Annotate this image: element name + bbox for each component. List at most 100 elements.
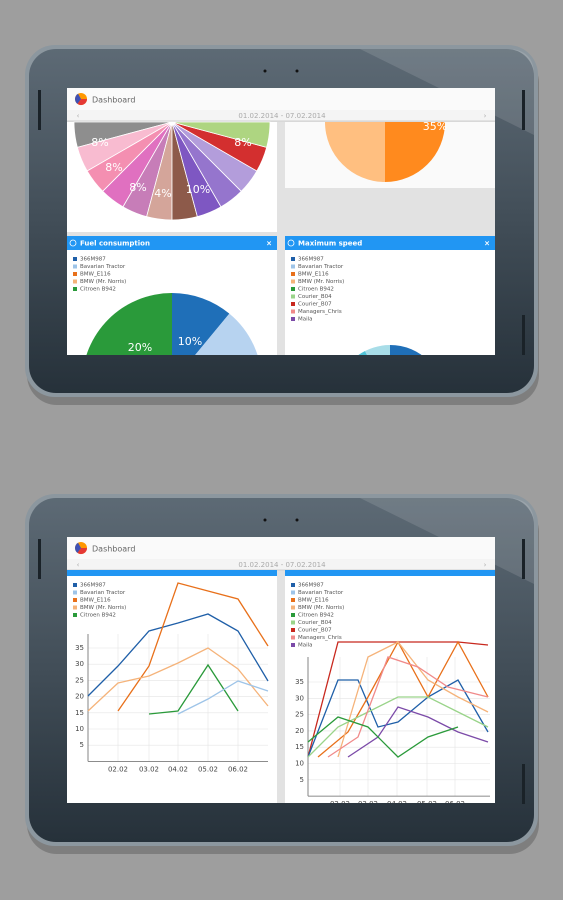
pie-slice: [390, 345, 422, 355]
y-tick-label: 5: [80, 741, 84, 749]
x-tick-label: 02.02: [330, 800, 350, 808]
legend-label: BMW (Mr. Norris): [298, 605, 344, 611]
y-tick-label: 20: [75, 693, 84, 701]
pie-slice: [325, 122, 385, 182]
legend-label: BMW (Mr. Norris): [80, 279, 126, 285]
legend-swatch: [291, 272, 295, 276]
x-tick-label: 06.02: [228, 765, 248, 773]
legend-swatch: [291, 635, 295, 640]
y-tick-label: 10: [75, 725, 84, 733]
legend-label: Courier_B04: [298, 294, 332, 300]
panel-title-bar: [67, 236, 277, 250]
pie-slice: [365, 345, 390, 355]
panel-title-bar: [67, 570, 277, 576]
legend-label: BMW_E116: [298, 272, 329, 278]
legend-swatch: [291, 257, 295, 261]
legend-swatch: [291, 302, 295, 306]
legend-swatch: [73, 257, 77, 261]
legend-label: 366M987: [298, 257, 324, 263]
tablet: Dashboard ‹ › 01.02.2014 - 07.02.2014 8% 8% 8%…: [25, 45, 539, 405]
app-title: Dashboard: [92, 545, 135, 554]
y-tick-label: 20: [295, 727, 304, 735]
series-line: [177, 680, 269, 715]
legend-swatch: [291, 309, 295, 314]
x-tick-label: 04.02: [168, 765, 188, 773]
panel-title: Maximum speed: [298, 240, 362, 248]
series-line: [337, 641, 489, 758]
legend-label: Courier_B07: [298, 302, 332, 308]
side-button: [522, 315, 525, 355]
series-line: [307, 679, 489, 758]
legend-swatch: [291, 628, 295, 632]
legend-label: BMW_E116: [80, 598, 111, 604]
series-line: [347, 706, 489, 758]
pie-label: 8%: [105, 161, 122, 174]
app-logo-part: [75, 542, 81, 553]
legend-swatch: [291, 294, 295, 299]
legend-label: Bavarian Tractor: [80, 264, 126, 270]
legend-label: BMW (Mr. Norris): [298, 279, 344, 285]
date-prev[interactable]: ‹: [77, 561, 80, 569]
side-button: [522, 90, 525, 130]
y-tick-label: 5: [300, 776, 304, 784]
series-line: [148, 663, 239, 715]
legend-label: Managers_Chris: [298, 635, 342, 641]
x-tick-label: 05.02: [417, 800, 437, 808]
panel-icon: [287, 239, 295, 247]
legend-swatch: [73, 272, 77, 276]
app-header: [67, 537, 495, 559]
app-title: Dashboard: [92, 96, 135, 105]
y-tick-label: 25: [295, 711, 304, 719]
pie-label: 10%: [186, 183, 210, 196]
legend-label: BMW_E116: [80, 272, 111, 278]
panel-title-bar: [285, 236, 495, 250]
app-logo-part: [77, 548, 87, 554]
legend-label: 366M987: [80, 257, 106, 263]
date-range: 01.02.2014 - 07.02.2014: [238, 112, 326, 120]
x-tick-label: 04.02: [387, 800, 407, 808]
legend-swatch: [73, 590, 77, 595]
app-logo-part: [75, 93, 81, 104]
pie-label: 4%: [154, 187, 171, 200]
legend-swatch: [291, 590, 295, 595]
series-line: [117, 582, 269, 712]
legend-swatch: [291, 583, 295, 587]
legend-swatch: [73, 264, 77, 269]
series-line: [87, 613, 269, 697]
y-tick-label: 10: [295, 760, 304, 768]
app-header: [67, 88, 495, 110]
tablets: Dashboard ‹ › 01.02.2014 - 07.02.2014 8% 8% 8%…: [25, 45, 539, 854]
series-line: [307, 716, 459, 758]
legend-label: Maila: [298, 317, 313, 323]
date-next[interactable]: ›: [484, 561, 487, 569]
legend-label: Citroen B942: [80, 287, 116, 293]
legend-swatch: [291, 598, 295, 602]
camera: [263, 518, 267, 522]
pie-label: 10%: [178, 335, 202, 348]
legend-label: Citroen B942: [298, 613, 334, 619]
date-next[interactable]: ›: [484, 112, 487, 120]
pie-slice: [195, 313, 258, 355]
legend-swatch: [291, 287, 295, 291]
date-prev[interactable]: ‹: [77, 112, 80, 120]
panel: [285, 236, 495, 355]
legend-swatch: [291, 279, 295, 284]
legend-swatch: [291, 613, 295, 617]
legend-label: BMW (Mr. Norris): [80, 605, 126, 611]
legend-label: Citroen B942: [298, 287, 334, 293]
y-tick-label: 30: [75, 660, 84, 668]
pie-label: 20%: [128, 341, 152, 354]
x-tick-label: 06.02: [445, 800, 465, 808]
app-logo-part: [77, 99, 87, 105]
panel-icon: [69, 239, 77, 247]
panel-close[interactable]: ×: [266, 240, 272, 248]
pie-label: 8%: [129, 181, 146, 194]
pie-slice: [86, 293, 172, 355]
legend-swatch: [291, 317, 295, 321]
legend-swatch: [73, 287, 77, 291]
panel-close[interactable]: ×: [484, 240, 490, 248]
legend-swatch: [73, 279, 77, 284]
y-tick-label: 25: [75, 676, 84, 684]
x-tick-label: 03.02: [358, 800, 378, 808]
